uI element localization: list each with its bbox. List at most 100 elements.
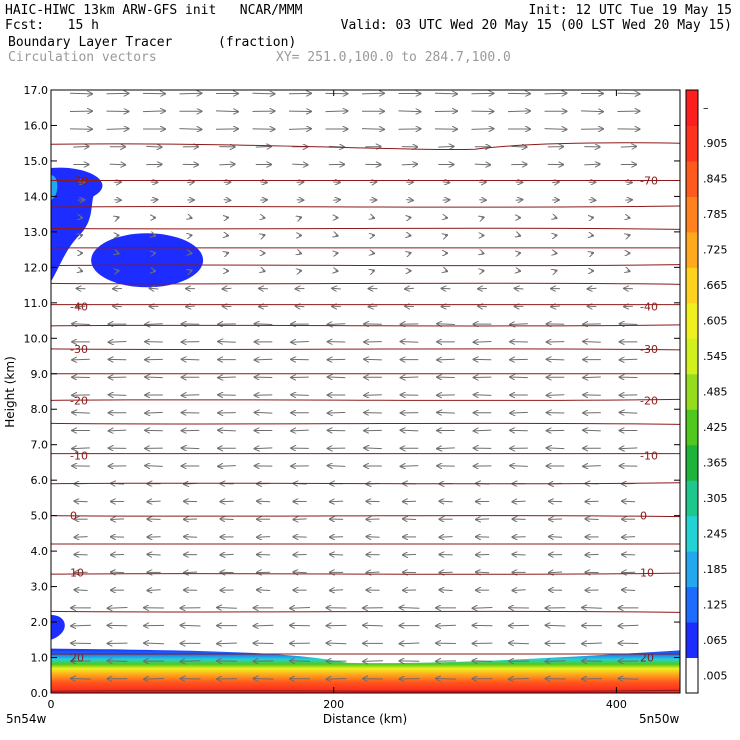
circulation-vector xyxy=(619,678,639,679)
colorbar-label: .725 xyxy=(703,244,728,257)
circulation-vector xyxy=(290,608,310,609)
circulation-vector xyxy=(325,111,348,112)
circulation-vector xyxy=(290,661,310,662)
circulation-vector xyxy=(142,111,165,112)
circulation-vector xyxy=(328,324,346,325)
circulation-vector xyxy=(512,590,526,591)
circulation-vector xyxy=(588,200,596,201)
y-axis-title: Height (km) xyxy=(3,356,17,427)
colorbar-swatch xyxy=(686,196,698,233)
circulation-vector xyxy=(145,324,163,325)
y-tick-label: 12.0 xyxy=(24,261,49,274)
y-tick-label: 13.0 xyxy=(24,226,49,239)
isotherm-line xyxy=(50,205,681,208)
circulation-vector xyxy=(71,625,91,626)
colorbar-swatch xyxy=(686,551,698,588)
x-axis: 0 200 400 xyxy=(48,90,627,711)
circulation-vector xyxy=(582,643,602,644)
circulation-vector xyxy=(510,377,528,378)
isotherm-label: -10 xyxy=(640,449,658,462)
circulation-vector xyxy=(583,341,601,342)
isotherm-label: -30 xyxy=(70,343,88,356)
circulation-vector xyxy=(145,377,163,378)
circulation-vector xyxy=(622,537,636,538)
circulation-vector xyxy=(401,341,419,342)
circulation-vector xyxy=(511,146,526,147)
y-tick-label: 1.0 xyxy=(31,652,49,665)
circulation-vector xyxy=(406,200,413,201)
circulation-vector xyxy=(474,395,492,396)
circulation-vector xyxy=(439,537,453,538)
circulation-vector xyxy=(369,182,377,183)
circulation-vector xyxy=(510,412,528,413)
circulation-vector xyxy=(257,590,271,591)
isotherm-label: -20 xyxy=(70,394,88,407)
circulation-vector xyxy=(588,288,597,289)
circulation-vector xyxy=(364,359,382,360)
circulation-vector xyxy=(74,501,88,502)
circulation-vector xyxy=(512,554,526,555)
circulation-vector xyxy=(549,572,563,573)
circulation-vector xyxy=(619,625,639,626)
circulation-vector xyxy=(113,306,122,307)
circulation-vector xyxy=(182,359,200,360)
y-tick-label: 0.0 xyxy=(31,687,49,700)
circulation-vector xyxy=(257,501,271,502)
isotherm-label: 10 xyxy=(640,566,654,579)
x-end-location: 5n50w xyxy=(639,712,680,726)
isotherm-label: -70 xyxy=(640,174,658,187)
colorbar-swatch xyxy=(686,160,698,197)
circulation-vector xyxy=(144,678,164,679)
circulation-vector xyxy=(591,253,593,254)
colorbar-swatch xyxy=(686,586,698,623)
circulation-vector xyxy=(255,324,273,325)
colorbar-label: .485 xyxy=(703,386,728,399)
isotherm-line xyxy=(50,610,681,613)
circulation-vector xyxy=(293,572,307,573)
tracer-plume-upper-left xyxy=(51,167,103,282)
circulation-vector xyxy=(77,182,85,183)
circulation-vector xyxy=(293,519,307,520)
y-tick-label: 8.0 xyxy=(31,403,49,416)
circulation-vector xyxy=(620,448,638,449)
circulation-vector xyxy=(620,412,638,413)
colorbar-label: .845 xyxy=(703,173,728,186)
circulation-vector xyxy=(476,519,490,520)
circulation-vector xyxy=(437,324,455,325)
circulation-vector xyxy=(445,235,447,236)
isotherm-line xyxy=(50,482,681,485)
circulation-vector xyxy=(181,661,201,662)
circulation-vector xyxy=(330,590,344,591)
colorbar-label: .245 xyxy=(703,527,728,540)
circulation-vector xyxy=(296,306,305,307)
circulation-vector xyxy=(398,111,421,112)
circulation-vector xyxy=(364,448,382,449)
isotherm-line xyxy=(50,572,681,575)
y-tick-label: 14.0 xyxy=(24,190,49,203)
circulation-vector xyxy=(291,395,309,396)
isotherm-line xyxy=(50,227,681,230)
circulation-vector xyxy=(372,217,374,218)
circulation-vector xyxy=(108,661,128,662)
circulation-vector xyxy=(547,359,565,360)
colorbar-label: .665 xyxy=(703,279,728,292)
circulation-vector xyxy=(332,288,341,289)
field-title: Boundary Layer Tracer xyxy=(8,35,173,50)
y-tick-label: 16.0 xyxy=(24,119,49,132)
isotherm-line xyxy=(50,398,681,402)
x-tick-label: 0 xyxy=(48,698,55,711)
colorbar-swatch xyxy=(686,90,698,126)
circulation-vector xyxy=(186,306,195,307)
isotherm-label: 20 xyxy=(70,652,84,665)
circulation-vector xyxy=(518,235,520,236)
cross-section-xy: XY= 251.0,100.0 to 284.7,100.0 xyxy=(276,50,511,65)
colorbar-swatch xyxy=(686,409,698,446)
circulation-vector xyxy=(620,324,638,325)
circulation-vector xyxy=(153,235,155,236)
circulation-vector xyxy=(147,501,161,502)
circulation-vector xyxy=(220,554,234,555)
circulation-vector xyxy=(401,430,419,431)
circulation-vector xyxy=(145,466,163,467)
isotherm-label: -20 xyxy=(640,394,658,407)
circulation-vector xyxy=(510,466,528,467)
